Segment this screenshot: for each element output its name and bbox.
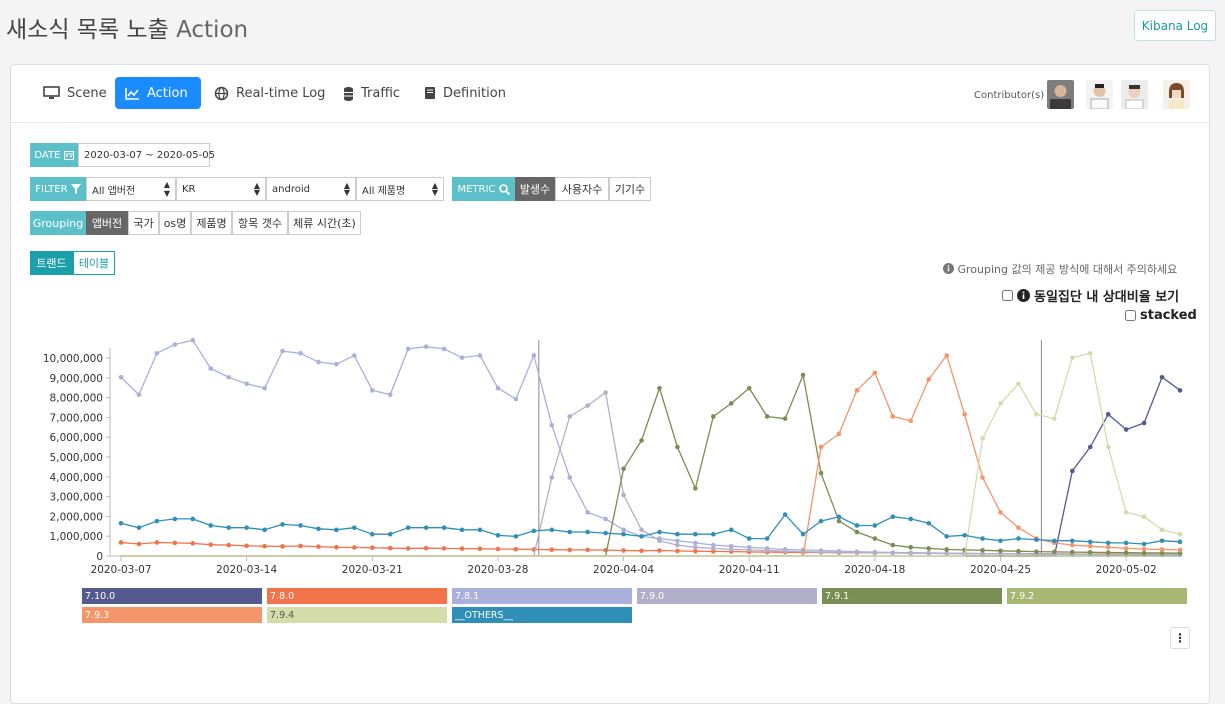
grouping-item-count[interactable]: 항목 갯수 — [232, 211, 288, 235]
legend-item[interactable]: __OTHERS__ — [452, 607, 632, 623]
legend-item[interactable]: 7.10.0 — [82, 588, 262, 604]
legend-item[interactable]: 7.8.0 — [267, 588, 447, 604]
tab-bar: Scene Action Real-time Log Traffic Defin… — [11, 65, 1209, 123]
legend-item[interactable]: 7.9.0 — [637, 588, 817, 604]
contributors-label: Contributor(s) — [974, 90, 1045, 101]
metric-option-devices[interactable]: 기기수 — [609, 177, 651, 201]
cohort-ratio-checkbox[interactable]: 동일집단 내 상대비율 보기 — [1002, 286, 1179, 305]
more-options-button[interactable]: ⋮ — [1170, 627, 1190, 649]
app-version-select[interactable]: All 앱버전 ▲ ▼ — [86, 177, 176, 201]
os-select[interactable]: android ▲ ▼ — [266, 177, 356, 201]
line-chart-icon — [125, 87, 139, 100]
search-icon — [498, 183, 510, 195]
tab-scene[interactable]: Scene — [33, 77, 117, 109]
filter-icon — [70, 184, 81, 194]
tab-definition[interactable]: Definition — [414, 77, 516, 109]
avatar[interactable] — [1047, 80, 1074, 109]
monitor-icon — [43, 86, 60, 99]
legend-item[interactable]: 7.8.1 — [452, 588, 632, 604]
product-select[interactable]: All 제품명 ▲ ▼ — [356, 177, 444, 201]
stacked-input[interactable] — [1125, 310, 1136, 321]
avatar[interactable] — [1163, 80, 1190, 109]
view-table[interactable]: 테이블 — [73, 251, 115, 275]
tab-action[interactable]: Action — [115, 77, 201, 109]
grouping-label: Grouping — [30, 211, 86, 235]
metric-option-occurrences[interactable]: 발생수 — [515, 177, 555, 201]
legend-item[interactable]: 7.9.3 — [82, 607, 262, 623]
cohort-ratio-input[interactable] — [1002, 290, 1013, 301]
grouping-notice: Grouping 값의 제공 방식에 대해서 주의하세요 — [943, 261, 1177, 277]
globe-icon — [214, 86, 229, 100]
avatar[interactable] — [1121, 80, 1148, 109]
caret-icon: ▲ ▼ — [343, 181, 350, 197]
metric-option-users[interactable]: 사용자수 — [555, 177, 609, 201]
kibana-log-button[interactable]: Kibana Log — [1134, 10, 1216, 41]
date-label: DATE — [30, 143, 78, 167]
legend-item[interactable]: 7.9.1 — [822, 588, 1002, 604]
filter-label: FILTER — [30, 177, 86, 201]
grouping-dwell-time[interactable]: 체류 시간(초) — [288, 211, 361, 235]
grouping-country[interactable]: 국가 — [128, 211, 159, 235]
page-title: 새소식 목록 노출 Action — [6, 17, 249, 43]
grouping-app-version[interactable]: 앱버전 — [86, 211, 128, 235]
legend-item[interactable]: 7.9.2 — [1007, 588, 1187, 604]
caret-icon: ▲ ▼ — [253, 181, 260, 197]
country-select[interactable]: KR ▲ ▼ — [176, 177, 266, 201]
view-trend[interactable]: 트랜드 — [30, 251, 73, 275]
calendar-icon — [63, 151, 74, 160]
grouping-os[interactable]: os명 — [159, 211, 191, 235]
tab-traffic[interactable]: Traffic — [333, 77, 410, 109]
grouping-product[interactable]: 제품명 — [191, 211, 232, 235]
stacked-checkbox[interactable]: stacked — [1125, 308, 1197, 323]
info-icon — [943, 263, 954, 274]
info-icon — [1017, 289, 1030, 302]
date-range-input[interactable]: 2020-03-07 ~ 2020-05-05 — [78, 143, 215, 167]
tab-realtime-log[interactable]: Real-time Log — [204, 77, 335, 109]
legend-item[interactable]: 7.9.4 — [267, 607, 447, 623]
book-icon — [425, 87, 435, 99]
caret-icon: ▲ ▼ — [431, 181, 438, 197]
avatar[interactable] — [1086, 80, 1113, 109]
caret-icon: ▲ ▼ — [163, 180, 170, 198]
database-icon — [344, 86, 353, 101]
metric-label: METRIC — [452, 177, 515, 201]
